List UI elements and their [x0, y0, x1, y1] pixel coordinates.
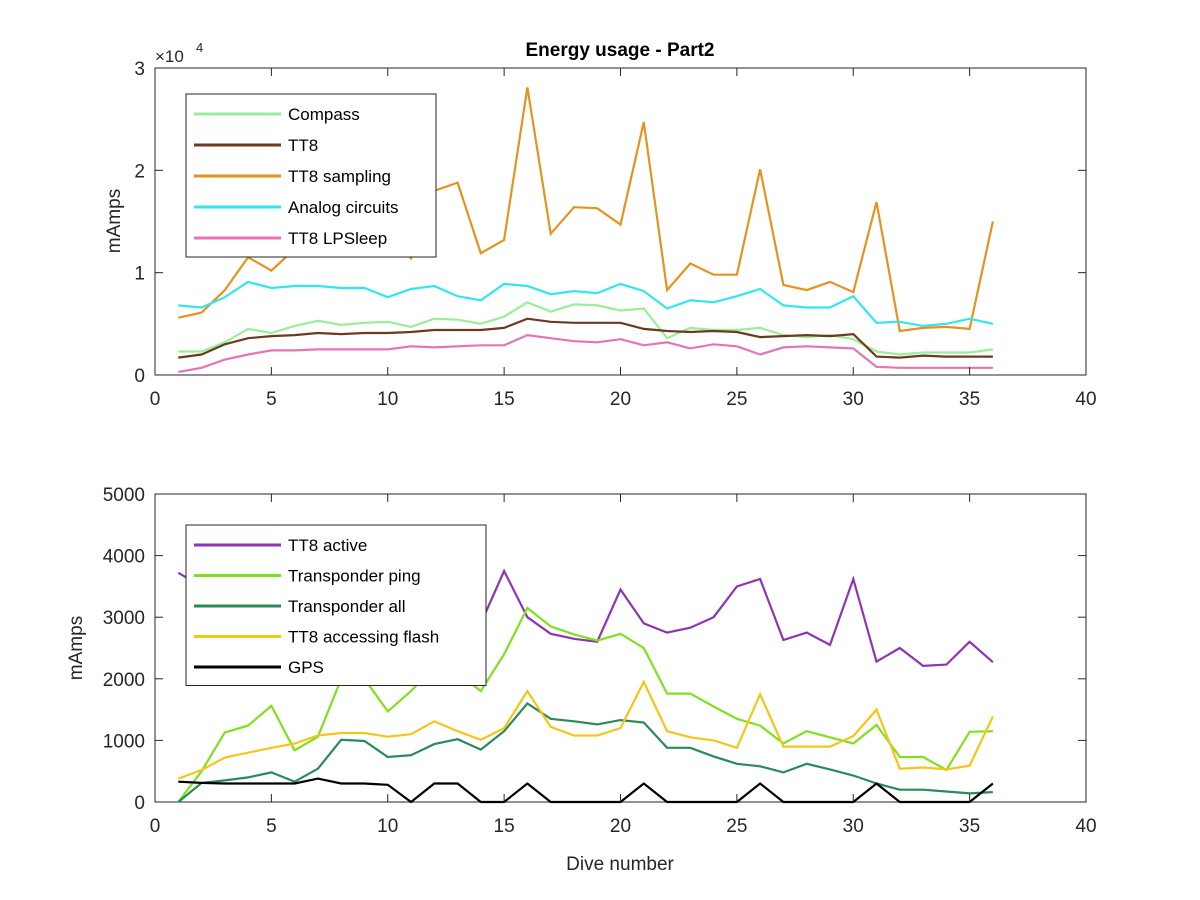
- x-tick-label: 10: [377, 816, 398, 837]
- series-line-analog-circuits: [178, 280, 994, 328]
- x-tick-label: 35: [959, 389, 980, 410]
- legend-label: Transponder ping: [288, 567, 421, 586]
- legend-label: Compass: [288, 105, 360, 124]
- y-tick-label: 0: [134, 366, 145, 387]
- y-exponent-base: ×10: [155, 47, 184, 66]
- top-chart: 0 5 10 15 20 25 30 35 40 0 1 2 3 Energy usage - Par…: [104, 40, 1097, 410]
- series-line-gps: [178, 777, 994, 804]
- bottom-y-ticks: 0 1000 2000 3000 4000 5000: [103, 485, 1086, 814]
- legend-label: Analog circuits: [288, 198, 399, 217]
- bottom-x-ticks: 0 5 10 15 20 25 30 35 40: [150, 494, 1097, 837]
- top-y-ticks: 0 1 2 3: [134, 59, 1086, 387]
- series-line-transponder-all: [177, 701, 993, 803]
- x-tick-label: 5: [266, 816, 277, 837]
- x-tick-label: 20: [610, 389, 631, 410]
- y-tick-label: 2: [134, 161, 145, 182]
- series-line-tt8-lpsleep: [178, 333, 993, 373]
- y-tick-label: 4000: [103, 547, 145, 568]
- x-tick-label: 40: [1075, 816, 1096, 837]
- y-tick-label: 3: [134, 59, 145, 80]
- bottom-y-axis-label: mAmps: [66, 616, 87, 680]
- series-line-tt8-accessing-flash: [177, 679, 994, 780]
- x-tick-label: 25: [726, 816, 747, 837]
- bottom-legend: TT8 active Transponder ping Transponder al…: [185, 524, 487, 686]
- x-axis-label: Dive number: [566, 854, 674, 875]
- legend-label: TT8 sampling: [288, 167, 391, 186]
- x-tick-label: 40: [1075, 389, 1096, 410]
- x-tick-label: 10: [377, 389, 398, 410]
- x-tick-label: 30: [843, 389, 864, 410]
- series-line-tt8: [178, 317, 993, 359]
- x-tick-label: 15: [494, 816, 515, 837]
- x-tick-label: 0: [150, 389, 161, 410]
- x-tick-label: 30: [843, 816, 864, 837]
- y-tick-label: 1: [134, 264, 145, 285]
- series-line-transponder-ping: [177, 606, 993, 803]
- x-tick-label: 15: [494, 389, 515, 410]
- x-tick-label: 20: [610, 816, 631, 837]
- x-tick-label: 0: [150, 816, 161, 837]
- legend-label: GPS: [288, 658, 324, 677]
- chart-title: Energy usage - Part2: [525, 40, 714, 61]
- bottom-series-lines: [177, 568, 994, 804]
- series-line-compass: [178, 301, 994, 356]
- y-tick-label: 5000: [103, 485, 145, 506]
- y-tick-label: 2000: [103, 670, 145, 691]
- legend-label: TT8: [288, 136, 318, 155]
- top-y-exponent: ×10 4: [155, 40, 203, 66]
- legend-label: TT8 LPSleep: [288, 229, 387, 248]
- y-tick-label: 3000: [103, 608, 145, 629]
- legend-label: TT8 accessing flash: [288, 628, 439, 647]
- top-legend: Compass TT8 TT8 sampling Analog circuits TT8…: [185, 93, 437, 258]
- top-x-ticks: 0 5 10 15 20 25 30 35 40: [150, 68, 1097, 410]
- top-series-lines: [178, 87, 994, 373]
- bottom-chart: 0 5 10 15 20 25 30 35 40 0 1000 2000 3000 4000 5000 m…: [66, 485, 1097, 875]
- y-tick-label: 0: [134, 793, 145, 814]
- y-exponent-power: 4: [196, 40, 203, 55]
- y-tick-label: 1000: [103, 731, 145, 752]
- x-tick-label: 35: [959, 816, 980, 837]
- top-y-axis-label: mAmps: [104, 189, 125, 253]
- x-tick-label: 25: [726, 389, 747, 410]
- legend-label: TT8 active: [288, 536, 367, 555]
- x-tick-label: 5: [266, 389, 277, 410]
- legend-label: Transponder all: [288, 597, 406, 616]
